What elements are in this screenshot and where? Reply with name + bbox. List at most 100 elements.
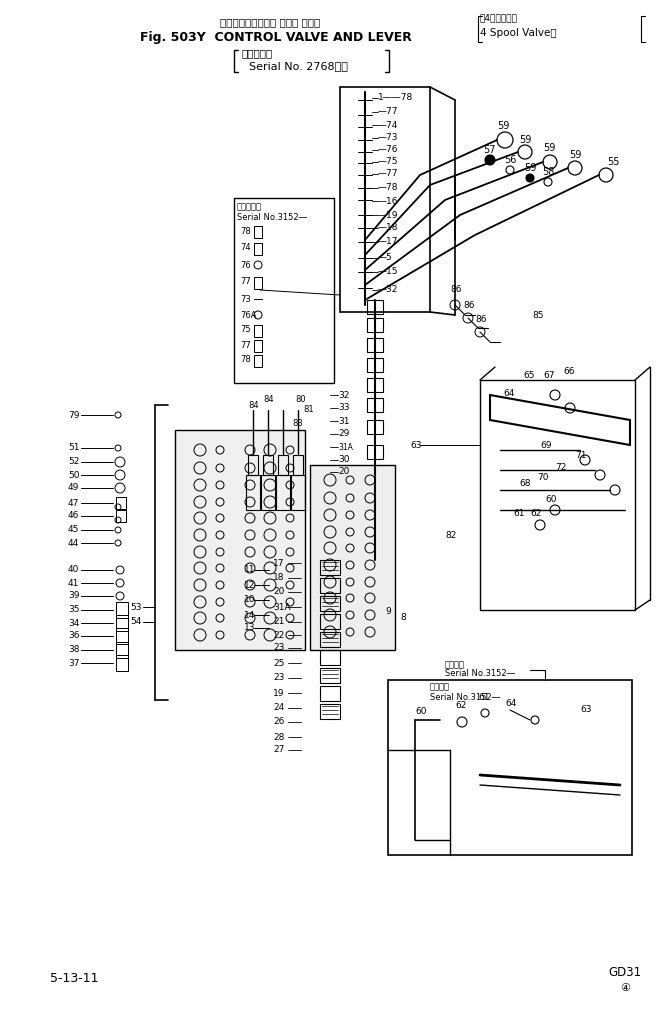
Text: 69: 69 (540, 440, 552, 449)
Text: —77: —77 (378, 107, 398, 117)
Text: 59: 59 (519, 135, 531, 145)
Bar (320, 632, 340, 647)
Bar (367, 470, 383, 484)
Text: 31: 31 (338, 417, 349, 426)
Bar (116, 602, 128, 618)
Bar (254, 355, 262, 367)
Text: 77: 77 (240, 278, 251, 287)
Text: 1―—78: 1―—78 (378, 93, 413, 102)
Text: 36: 36 (68, 632, 80, 641)
Text: 24: 24 (273, 704, 284, 713)
Bar (116, 615, 128, 631)
Text: —18: —18 (378, 223, 398, 232)
Bar (291, 475, 305, 510)
Text: —74: —74 (378, 121, 398, 130)
Text: 65: 65 (523, 370, 535, 379)
Text: 74: 74 (240, 243, 250, 252)
Bar (263, 455, 273, 475)
Bar (254, 226, 262, 238)
Text: 47: 47 (68, 499, 80, 507)
Text: 54: 54 (130, 618, 141, 627)
Text: —75: —75 (378, 157, 398, 166)
Text: 9: 9 (385, 607, 390, 617)
Text: 27: 27 (273, 745, 284, 754)
Text: 86: 86 (463, 300, 475, 309)
Circle shape (599, 168, 613, 182)
Text: —15: —15 (378, 268, 398, 277)
Text: 86: 86 (450, 286, 461, 294)
Circle shape (518, 145, 532, 159)
Bar (248, 455, 258, 475)
Circle shape (506, 166, 514, 174)
Bar (367, 420, 383, 434)
Text: 59: 59 (524, 163, 537, 173)
Text: —32: —32 (378, 286, 398, 294)
Text: 31A: 31A (273, 602, 291, 611)
Text: 53: 53 (130, 602, 141, 611)
Text: 34: 34 (68, 619, 80, 628)
Bar (278, 455, 288, 475)
Text: 57: 57 (483, 145, 495, 155)
Text: 21: 21 (273, 618, 284, 627)
Text: 17: 17 (273, 559, 284, 568)
Text: 70: 70 (537, 474, 548, 483)
Text: 86: 86 (475, 315, 487, 324)
Text: 45: 45 (68, 525, 80, 534)
Bar (367, 399, 383, 412)
Bar (320, 596, 340, 611)
Bar (320, 578, 340, 593)
Bar (367, 445, 383, 459)
Text: 50: 50 (68, 470, 80, 480)
Text: 適用号機．: 適用号機． (237, 203, 262, 212)
Text: Serial No. 2768～）: Serial No. 2768～） (242, 61, 348, 71)
Text: 76: 76 (240, 261, 251, 270)
Bar (320, 650, 340, 665)
Bar (261, 475, 275, 510)
Text: —17: —17 (378, 237, 398, 246)
Text: 58: 58 (542, 167, 554, 177)
Text: （適用号機: （適用号機 (242, 48, 274, 58)
Text: 41: 41 (68, 579, 80, 587)
Text: 64: 64 (505, 699, 517, 708)
Circle shape (544, 178, 552, 186)
Text: 38: 38 (68, 646, 80, 654)
Bar (320, 704, 340, 719)
Text: 51: 51 (68, 443, 80, 452)
Circle shape (568, 161, 582, 175)
Text: 40: 40 (68, 566, 80, 575)
Text: —76: —76 (378, 145, 398, 154)
Text: 18: 18 (273, 574, 284, 582)
Text: コントロールバルブ および レバー: コントロールバルブ および レバー (220, 17, 320, 27)
Text: 29: 29 (338, 430, 349, 438)
Text: 12: 12 (244, 580, 256, 589)
Text: 31A: 31A (338, 442, 353, 451)
Bar (234, 198, 334, 383)
Bar (340, 87, 430, 312)
Bar (116, 497, 126, 509)
Text: 61: 61 (478, 694, 489, 703)
Bar (367, 495, 383, 509)
Text: 68: 68 (519, 479, 531, 488)
Text: 52: 52 (68, 457, 80, 466)
Text: 62: 62 (530, 508, 541, 517)
Text: 32: 32 (338, 390, 349, 400)
Text: 14: 14 (244, 610, 256, 620)
Text: 66: 66 (563, 367, 574, 376)
Text: 77: 77 (240, 341, 251, 350)
Text: 83: 83 (292, 419, 303, 428)
Text: 84: 84 (263, 395, 274, 405)
Text: 60: 60 (545, 496, 556, 505)
Bar (254, 243, 262, 255)
Text: 26: 26 (273, 718, 284, 726)
Text: 61: 61 (513, 508, 525, 517)
Text: 62: 62 (455, 701, 466, 710)
Bar (246, 475, 260, 510)
Text: GD31: GD31 (608, 965, 641, 979)
Text: 20: 20 (338, 467, 349, 477)
Text: 25: 25 (273, 658, 284, 667)
Text: 46: 46 (68, 511, 80, 520)
Text: 59: 59 (497, 121, 509, 131)
Text: 67: 67 (543, 370, 554, 379)
Text: 78: 78 (240, 356, 251, 364)
Text: 76A: 76A (240, 310, 256, 319)
